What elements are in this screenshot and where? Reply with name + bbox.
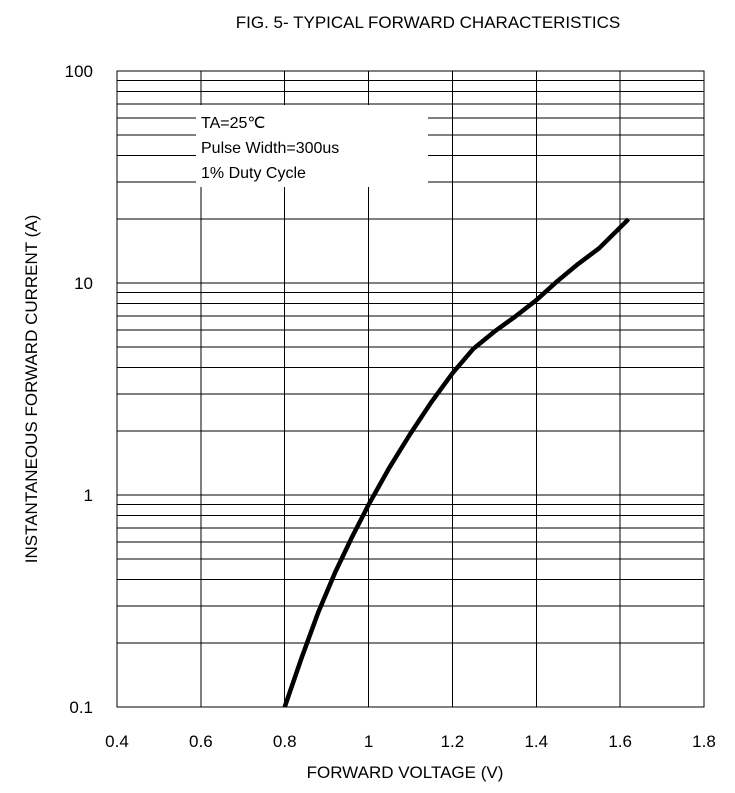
y-tick-label: 0.1 bbox=[69, 698, 93, 717]
x-axis-label: FORWARD VOLTAGE (V) bbox=[307, 763, 504, 782]
x-tick-label: 1.2 bbox=[441, 732, 465, 751]
x-tick-labels: 0.4 0.6 0.8 1 1.2 1.4 1.6 1.8 bbox=[105, 732, 716, 751]
forward-current-curve bbox=[282, 217, 631, 708]
x-tick-label: 0.6 bbox=[189, 732, 213, 751]
plot-frame bbox=[116, 70, 705, 708]
y-tick-label: 100 bbox=[65, 62, 93, 81]
annotation-background bbox=[196, 105, 428, 187]
annotation-box: TA=25℃ Pulse Width=300us 1% Duty Cycle bbox=[196, 105, 428, 187]
y-axis-label: INSTANTANEOUS FORWARD CURRENT (A) bbox=[22, 215, 41, 564]
x-tick-label: 1.4 bbox=[524, 732, 548, 751]
annotation-temperature: TA=25℃ bbox=[201, 115, 265, 132]
x-tick-label: 0.4 bbox=[105, 732, 129, 751]
annotation-pulse-width: Pulse Width=300us bbox=[201, 140, 339, 157]
x-tick-label: 1 bbox=[364, 732, 373, 751]
y-tick-label: 10 bbox=[74, 274, 93, 293]
annotation-duty-cycle: 1% Duty Cycle bbox=[201, 165, 306, 182]
x-tick-label: 1.8 bbox=[692, 732, 716, 751]
chart-title: FIG. 5- TYPICAL FORWARD CHARACTERISTICS bbox=[236, 13, 620, 32]
y-tick-labels: 0.1 1 10 100 bbox=[65, 62, 93, 717]
x-tick-label: 1.6 bbox=[608, 732, 632, 751]
y-tick-label: 1 bbox=[84, 486, 93, 505]
x-tick-label: 0.8 bbox=[273, 732, 297, 751]
